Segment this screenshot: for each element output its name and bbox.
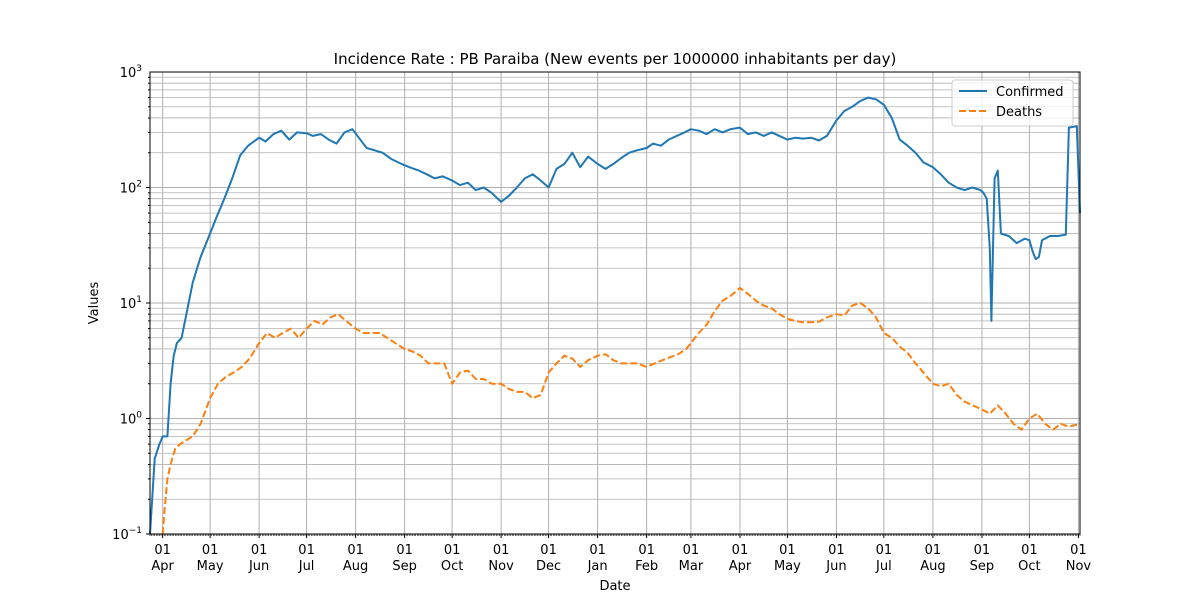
x-axis-label: Date	[599, 579, 630, 594]
x-tick-month: Oct	[1018, 559, 1040, 574]
x-tick-month: May	[197, 559, 224, 574]
x-tick-day: 01	[540, 543, 557, 558]
x-axis: 01Apr01May01Jun01Jul01Aug01Sep01Oct01Nov…	[149, 534, 1092, 574]
x-tick-month: Apr	[151, 559, 174, 574]
x-tick-month: Mar	[679, 559, 704, 574]
x-tick-month: May	[774, 559, 801, 574]
y-axis-label: Values	[87, 282, 102, 325]
y-tick-label: 102	[120, 180, 142, 197]
y-tick-exponent: −1	[129, 526, 142, 536]
legend-label-deaths: Deaths	[996, 105, 1042, 120]
plot-area	[149, 96, 1081, 535]
y-tick-base: 10	[112, 528, 129, 543]
x-tick-day: 01	[589, 543, 606, 558]
x-tick-day: 01	[683, 543, 700, 558]
series-line-deaths	[161, 286, 1081, 535]
x-tick-day: 01	[298, 543, 315, 558]
x-tick-month: Nov	[488, 559, 514, 574]
x-tick-month: Sep	[970, 559, 995, 574]
y-tick-exponent: 0	[136, 411, 142, 421]
x-tick-month: Sep	[392, 559, 417, 574]
legend: Confirmed Deaths	[951, 79, 1074, 127]
y-tick-exponent: 3	[136, 64, 142, 74]
x-tick-day: 01	[444, 543, 461, 558]
x-tick-month: Jun	[825, 559, 846, 574]
x-tick-day: 01	[974, 543, 991, 558]
chart-title: Incidence Rate : PB Paraiba (New events …	[334, 50, 897, 68]
x-tick-month: Jun	[248, 559, 269, 574]
y-tick-base: 10	[120, 413, 137, 428]
x-tick-day: 01	[779, 543, 796, 558]
x-tick-day: 01	[925, 543, 942, 558]
x-tick-day: 01	[202, 543, 219, 558]
y-tick-exponent: 1	[136, 295, 142, 305]
y-tick-label: 101	[120, 295, 142, 312]
y-tick-label: 103	[120, 64, 142, 81]
y-tick-base: 10	[120, 66, 137, 81]
x-tick-day: 01	[251, 543, 268, 558]
grid-lines	[150, 72, 1080, 535]
y-tick-label: 100	[120, 411, 143, 428]
x-tick-day: 01	[828, 543, 845, 558]
x-tick-month: Aug	[343, 559, 368, 574]
x-tick-month: Aug	[920, 559, 945, 574]
x-tick-month: Jan	[587, 559, 608, 574]
x-tick-day: 01	[732, 543, 749, 558]
y-tick-base: 10	[120, 297, 137, 312]
y-tick-label: 10−1	[112, 526, 142, 543]
x-tick-day: 01	[493, 543, 510, 558]
x-tick-month: Dec	[536, 559, 561, 574]
x-tick-month: Apr	[729, 559, 752, 574]
x-tick-day: 01	[638, 543, 655, 558]
x-tick-day: 01	[876, 543, 893, 558]
x-tick-day: 01	[396, 543, 413, 558]
x-tick-day: 01	[1070, 543, 1087, 558]
x-tick-month: Oct	[441, 559, 463, 574]
x-tick-day: 01	[347, 543, 364, 558]
legend-label-confirmed: Confirmed	[996, 85, 1064, 100]
x-tick-month: Nov	[1066, 559, 1092, 574]
x-tick-month: Jul	[875, 559, 892, 574]
x-tick-day: 01	[154, 543, 171, 558]
x-tick-month: Feb	[635, 559, 658, 574]
x-tick-day: 01	[1021, 543, 1038, 558]
y-tick-base: 10	[120, 182, 137, 197]
y-tick-exponent: 2	[136, 180, 142, 190]
x-tick-month: Jul	[298, 559, 315, 574]
series-line-confirmed	[149, 96, 1081, 535]
